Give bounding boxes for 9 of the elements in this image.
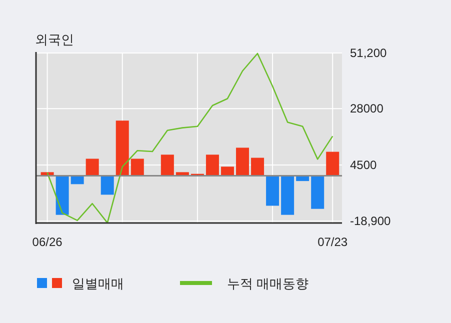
y2-tick-label: 28000 <box>350 102 384 116</box>
legend-label: 누적 매매동향 <box>227 276 309 291</box>
y2-tick-label: -18,900 <box>350 214 392 228</box>
y2-tick-label: 51,200 <box>350 46 388 60</box>
x-tick-label: 06/26 <box>32 235 63 249</box>
y2-tick-label: 4500 <box>350 158 378 172</box>
legend-label: 일별매매 <box>72 276 124 291</box>
chart-title: 외국인 <box>35 32 74 47</box>
x-tick-label: 07/23 <box>318 235 348 249</box>
